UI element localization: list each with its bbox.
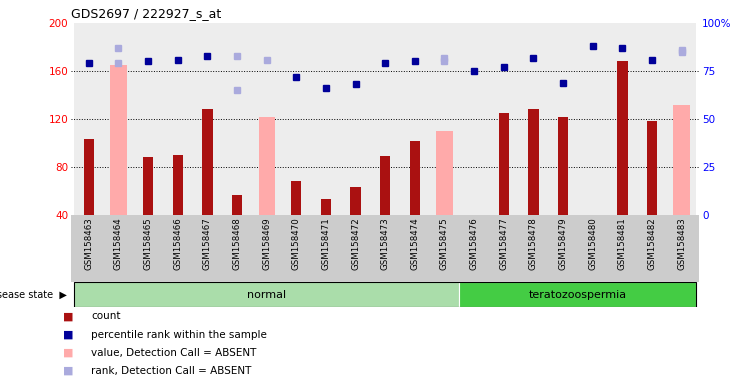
- Text: GSM158473: GSM158473: [381, 217, 390, 270]
- Text: GDS2697 / 222927_s_at: GDS2697 / 222927_s_at: [71, 7, 221, 20]
- Bar: [429, 23, 459, 215]
- Text: GSM158475: GSM158475: [440, 217, 449, 270]
- Text: disease state  ▶: disease state ▶: [0, 290, 67, 300]
- Text: GSM158478: GSM158478: [529, 217, 538, 270]
- Bar: [111, 65, 126, 215]
- Bar: [436, 131, 453, 215]
- Text: GSM158479: GSM158479: [559, 217, 568, 270]
- Text: teratozoospermia: teratozoospermia: [529, 290, 627, 300]
- Bar: [259, 117, 275, 215]
- Text: ■: ■: [63, 366, 73, 376]
- Bar: [370, 23, 400, 215]
- Bar: [133, 23, 163, 215]
- Bar: [173, 155, 183, 215]
- Bar: [489, 23, 518, 215]
- Bar: [578, 23, 607, 215]
- Bar: [311, 23, 341, 215]
- Bar: [350, 187, 361, 215]
- Bar: [410, 141, 420, 215]
- Bar: [459, 282, 696, 307]
- Text: GSM158471: GSM158471: [322, 217, 331, 270]
- Text: GSM158481: GSM158481: [618, 217, 627, 270]
- Text: rank, Detection Call = ABSENT: rank, Detection Call = ABSENT: [91, 366, 252, 376]
- Bar: [558, 117, 568, 215]
- Text: GSM158463: GSM158463: [85, 217, 94, 270]
- Bar: [459, 23, 489, 215]
- Text: GSM158482: GSM158482: [648, 217, 657, 270]
- Bar: [617, 61, 628, 215]
- Text: GSM158466: GSM158466: [174, 217, 183, 270]
- Bar: [607, 23, 637, 215]
- Text: GSM158468: GSM158468: [233, 217, 242, 270]
- Bar: [666, 23, 696, 215]
- Bar: [518, 23, 548, 215]
- Text: ■: ■: [63, 311, 73, 321]
- Bar: [637, 23, 666, 215]
- Bar: [499, 113, 509, 215]
- Bar: [192, 23, 222, 215]
- Text: percentile rank within the sample: percentile rank within the sample: [91, 329, 267, 339]
- Bar: [163, 23, 192, 215]
- Bar: [647, 121, 657, 215]
- Bar: [321, 199, 331, 215]
- Text: normal: normal: [247, 290, 286, 300]
- Bar: [74, 282, 459, 307]
- Text: ■: ■: [63, 329, 73, 339]
- Bar: [222, 23, 252, 215]
- Text: value, Detection Call = ABSENT: value, Detection Call = ABSENT: [91, 348, 257, 358]
- Text: GSM158469: GSM158469: [262, 217, 272, 270]
- Bar: [104, 23, 133, 215]
- Text: GSM158483: GSM158483: [677, 217, 686, 270]
- Bar: [380, 156, 390, 215]
- Text: GSM158476: GSM158476: [470, 217, 479, 270]
- Bar: [143, 157, 153, 215]
- Text: GSM158472: GSM158472: [351, 217, 360, 270]
- Bar: [74, 23, 104, 215]
- Text: GSM158465: GSM158465: [144, 217, 153, 270]
- Text: count: count: [91, 311, 121, 321]
- Bar: [202, 109, 212, 215]
- Bar: [232, 195, 242, 215]
- Bar: [252, 23, 281, 215]
- Bar: [528, 109, 539, 215]
- Bar: [84, 139, 94, 215]
- Bar: [673, 104, 690, 215]
- Text: GSM158467: GSM158467: [203, 217, 212, 270]
- Bar: [548, 23, 578, 215]
- Text: GSM158470: GSM158470: [292, 217, 301, 270]
- Bar: [341, 23, 370, 215]
- Text: GSM158477: GSM158477: [499, 217, 509, 270]
- Bar: [291, 182, 301, 215]
- Text: ■: ■: [63, 348, 73, 358]
- Text: GSM158480: GSM158480: [588, 217, 597, 270]
- Bar: [400, 23, 429, 215]
- Text: GSM158464: GSM158464: [114, 217, 123, 270]
- Bar: [281, 23, 311, 215]
- Text: GSM158474: GSM158474: [411, 217, 420, 270]
